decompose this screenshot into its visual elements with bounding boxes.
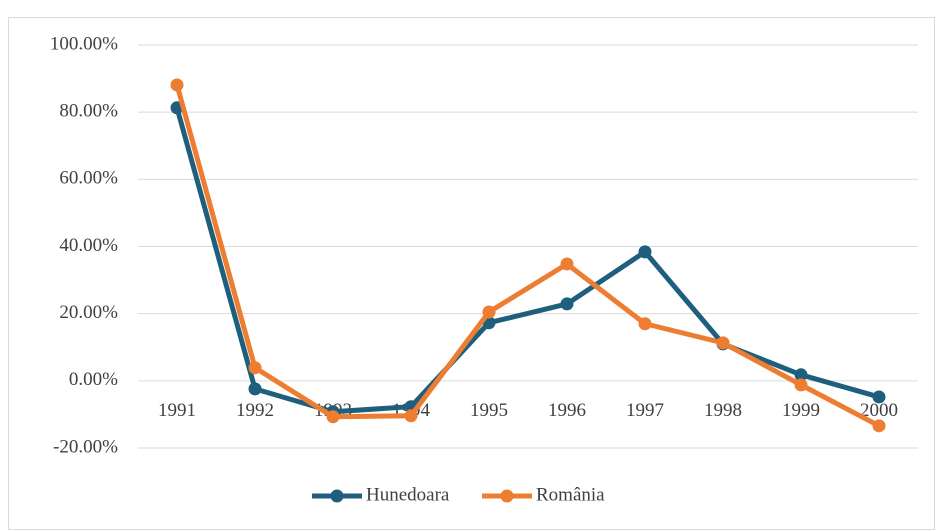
x-tick-label: 1995 (470, 400, 508, 421)
point (560, 257, 574, 271)
chart-border (8, 17, 935, 530)
point (248, 382, 262, 396)
point (794, 368, 808, 382)
x-tick-label: 1996 (548, 400, 586, 421)
x-tick-label: 2000 (860, 400, 898, 421)
x-tick-label: 1991 (158, 400, 196, 421)
y-tick-label: 0.00% (69, 369, 118, 390)
point (638, 245, 652, 259)
point (794, 378, 808, 392)
y-tick-label: 60.00% (59, 168, 118, 189)
point (482, 305, 496, 319)
x-tick-label: 1998 (704, 400, 742, 421)
point (872, 390, 886, 404)
x-tick-label: 1992 (236, 400, 274, 421)
legend-marker (330, 489, 344, 503)
series-line (174, 107, 880, 415)
y-tick-label: 100.00% (50, 33, 118, 54)
point (716, 336, 730, 350)
x-tick-label: 1999 (782, 400, 820, 421)
x-tick-label: 1997 (626, 400, 664, 421)
y-tick-label: -20.00% (53, 436, 118, 457)
point (638, 317, 652, 331)
legend-label: România (536, 484, 605, 505)
legend-marker (500, 489, 514, 503)
point (326, 410, 340, 424)
point (404, 409, 418, 423)
point (248, 361, 262, 375)
series-line (174, 84, 881, 429)
point (170, 78, 184, 92)
y-tick-label: 80.00% (59, 101, 118, 122)
legend-label: Hunedoara (366, 484, 450, 505)
y-tick-label: 20.00% (59, 302, 118, 323)
point (560, 297, 574, 311)
point (872, 419, 886, 433)
y-tick-label: 40.00% (59, 235, 118, 256)
